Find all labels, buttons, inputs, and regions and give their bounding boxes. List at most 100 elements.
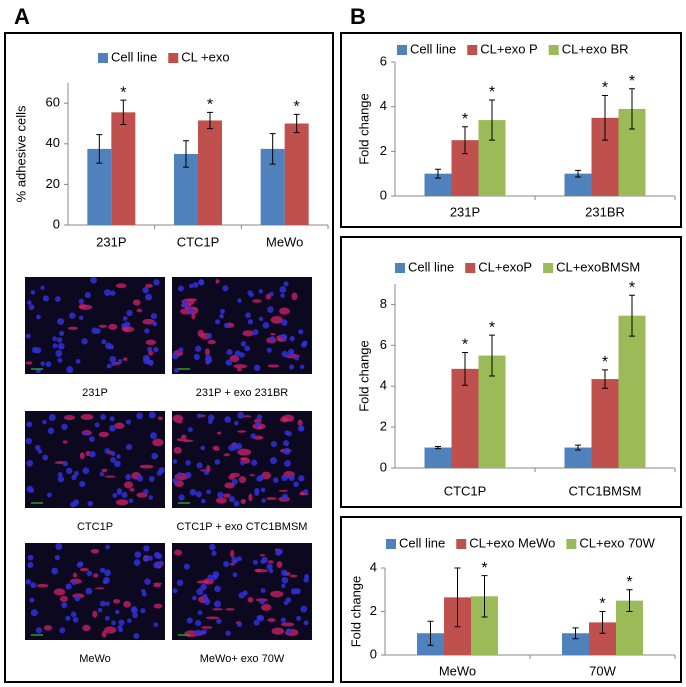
x-tick-label: MeWo	[266, 234, 303, 249]
image-caption: MeWo+ exo 70W	[200, 653, 285, 665]
y-tick-label: 20	[46, 176, 60, 191]
nucleus	[104, 289, 111, 296]
nucleus	[228, 444, 235, 452]
nucleus	[172, 459, 178, 464]
nucleus	[231, 556, 238, 564]
image-caption: 231P	[82, 387, 108, 399]
nucleus	[225, 630, 231, 636]
cell-body	[94, 587, 105, 590]
cell-body	[216, 431, 222, 435]
cell-body	[281, 414, 295, 422]
nucleus	[133, 632, 140, 639]
nucleus	[234, 420, 239, 426]
nucleus	[177, 472, 182, 477]
nucleus	[239, 460, 245, 466]
nucleus	[268, 568, 274, 574]
nucleus	[198, 279, 205, 286]
nucleus	[253, 364, 261, 372]
nucleus	[142, 555, 149, 562]
error-bar	[489, 99, 495, 141]
nucleus	[288, 364, 295, 370]
bar	[564, 173, 592, 196]
nucleus	[122, 316, 128, 321]
nucleus	[99, 471, 105, 477]
significance-marker: *	[294, 99, 300, 116]
nucleus	[298, 329, 304, 335]
nucleus	[216, 618, 222, 624]
nucleus	[125, 443, 133, 451]
nucleus	[222, 285, 229, 292]
cell-body	[115, 283, 127, 289]
nucleus	[217, 491, 224, 499]
cell-body	[104, 475, 116, 478]
cell-body	[233, 364, 248, 369]
nucleus	[117, 359, 123, 364]
nucleus	[57, 472, 63, 478]
nucleus	[214, 585, 221, 593]
cell-body	[129, 487, 135, 492]
micrograph-bg	[25, 411, 165, 508]
nucleus	[234, 350, 241, 357]
nucleus	[72, 616, 79, 623]
nucleus	[100, 567, 106, 573]
nucleus	[209, 543, 216, 551]
nucleus	[95, 328, 101, 334]
nucleus	[294, 355, 300, 361]
nucleus	[235, 442, 243, 450]
nucleus	[283, 447, 291, 455]
nucleus	[280, 333, 288, 341]
nucleus	[25, 437, 32, 445]
micrograph	[25, 543, 165, 640]
legend-label: CL+exoP	[478, 259, 532, 274]
y-axis-label: Fold change	[348, 576, 363, 648]
significance-marker: *	[599, 596, 605, 613]
nucleus	[26, 485, 34, 493]
legend-label: CL+exo 70W	[579, 535, 655, 550]
significance-marker: *	[489, 84, 495, 101]
nucleus	[59, 627, 66, 634]
nucleus	[118, 627, 124, 633]
nucleus	[219, 313, 224, 319]
cell-body	[265, 497, 277, 500]
nucleus	[30, 609, 38, 617]
cell-body	[271, 627, 284, 635]
cell-body	[291, 292, 298, 301]
nucleus	[109, 290, 116, 296]
nucleus	[266, 347, 272, 353]
nucleus	[202, 593, 208, 599]
cell-body	[223, 493, 231, 498]
y-tick-label: 4	[380, 98, 387, 113]
x-tick-label: 231P	[450, 204, 480, 219]
nucleus	[284, 460, 291, 467]
nucleus	[54, 296, 61, 302]
nucleus	[196, 462, 203, 469]
micrograph	[25, 411, 165, 508]
cell-body	[63, 414, 76, 421]
nucleus	[153, 622, 159, 628]
nucleus	[260, 588, 266, 594]
nucleus	[34, 347, 42, 354]
legend-swatch	[566, 539, 577, 549]
nucleus	[35, 444, 41, 451]
nucleus	[236, 556, 242, 562]
y-tick-label: 6	[380, 53, 387, 68]
nucleus	[302, 340, 308, 346]
error-bar	[454, 567, 461, 628]
cell-body	[215, 279, 220, 284]
error-bar	[462, 126, 468, 155]
nucleus	[125, 473, 132, 480]
nucleus	[143, 545, 150, 552]
cell-body	[139, 464, 154, 469]
nucleus	[94, 422, 100, 428]
nucleus	[35, 627, 43, 634]
nucleus	[269, 291, 274, 297]
cell-body	[207, 339, 216, 345]
nucleus	[258, 316, 264, 322]
nucleus	[29, 597, 35, 603]
cell-body	[204, 348, 210, 356]
error-bar	[629, 294, 635, 337]
nucleus	[269, 457, 277, 465]
bar	[591, 379, 619, 468]
nucleus	[75, 359, 81, 364]
cell-body	[254, 568, 262, 573]
